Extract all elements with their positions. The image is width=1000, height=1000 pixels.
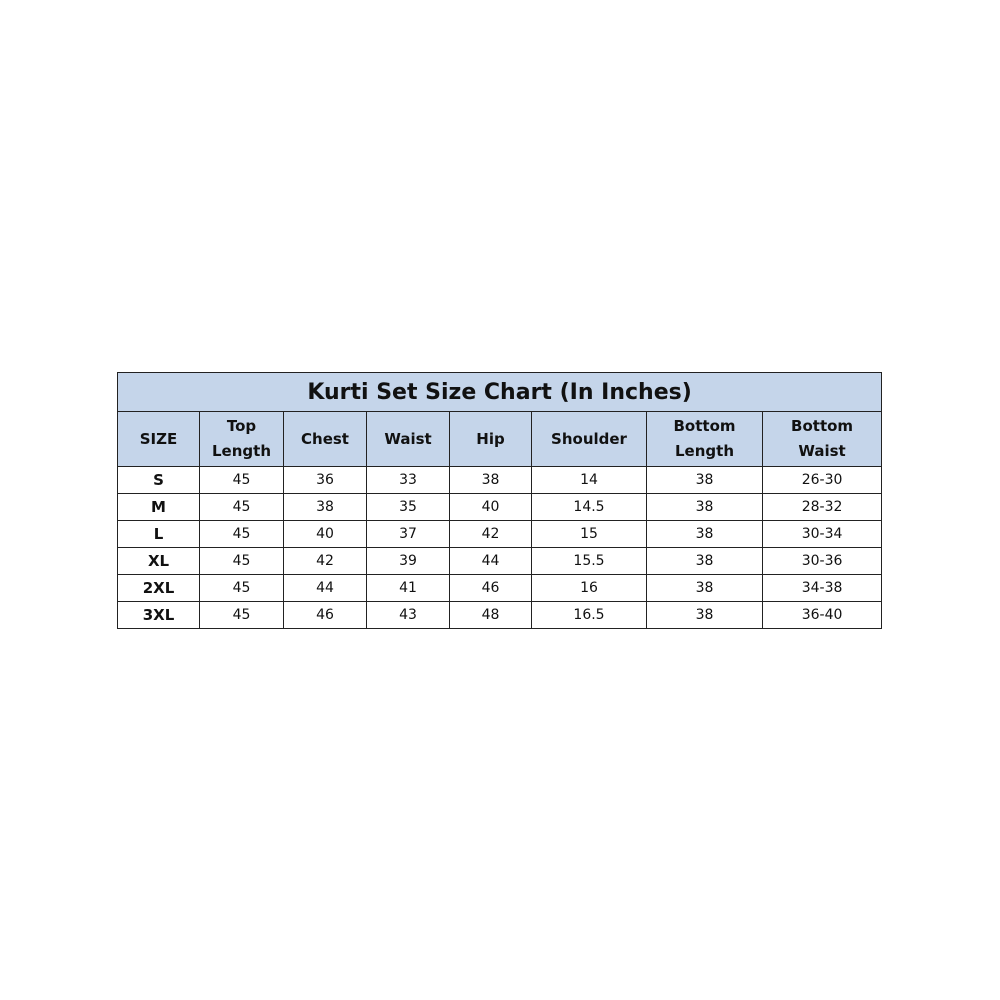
size-cell: XL	[117, 547, 200, 575]
table-cell: 36-40	[761, 601, 883, 629]
table-cell: 46	[449, 574, 532, 602]
table-cell: 36	[283, 466, 367, 494]
size-cell: S	[117, 466, 200, 494]
size-cell: 2XL	[117, 574, 200, 602]
size-cell: 3XL	[117, 601, 200, 629]
table-cell: 40	[283, 520, 367, 548]
table-cell: 28-32	[761, 493, 883, 521]
table-cell: 45	[199, 601, 284, 629]
table-cell: 44	[449, 547, 532, 575]
size-cell: M	[117, 493, 200, 521]
table-row: M 45 38 35 40 14.5 38 28-32	[117, 493, 883, 521]
table-cell: 26-30	[761, 466, 883, 494]
table-cell: 33	[366, 466, 450, 494]
table-cell: 45	[199, 466, 284, 494]
table-cell: 16	[531, 574, 647, 602]
table-cell: 46	[283, 601, 367, 629]
column-header: Waist	[366, 411, 450, 467]
table-cell: 40	[449, 493, 532, 521]
table-row: S 45 36 33 38 14 38 26-30	[117, 466, 883, 494]
table-cell: 14.5	[531, 493, 647, 521]
table-row: XL 45 42 39 44 15.5 38 30-36	[117, 547, 883, 575]
table-cell: 34-38	[761, 574, 883, 602]
table-cell: 37	[366, 520, 450, 548]
size-cell: L	[117, 520, 200, 548]
column-header: Bottom Waist	[761, 411, 883, 467]
column-header: SIZE	[117, 411, 200, 467]
table-cell: 35	[366, 493, 450, 521]
table-cell: 45	[199, 493, 284, 521]
table-cell: 38	[646, 574, 763, 602]
size-chart-table: Kurti Set Size Chart (In Inches) SIZE Top…	[116, 372, 883, 629]
table-row: 3XL 45 46 43 48 16.5 38 36-40	[117, 601, 883, 629]
table-row: L 45 40 37 42 15 38 30-34	[117, 520, 883, 548]
table-cell: 38	[646, 601, 763, 629]
table-cell: 38	[646, 466, 763, 494]
table-cell: 48	[449, 601, 532, 629]
table-cell: 38	[646, 520, 763, 548]
table-cell: 15.5	[531, 547, 647, 575]
table-cell: 45	[199, 574, 284, 602]
table-cell: 14	[531, 466, 647, 494]
table-cell: 30-36	[761, 547, 883, 575]
table-cell: 38	[646, 547, 763, 575]
table-row: 2XL 45 44 41 46 16 38 34-38	[117, 574, 883, 602]
table-cell: 45	[199, 547, 284, 575]
column-header: Bottom Length	[646, 411, 763, 467]
table-cell: 15	[531, 520, 647, 548]
header-row: SIZE Top Length Chest Waist Hip Shoulder Botto…	[117, 411, 883, 467]
table-cell: 38	[449, 466, 532, 494]
table-cell: 42	[283, 547, 367, 575]
table-cell: 42	[449, 520, 532, 548]
table-cell: 44	[283, 574, 367, 602]
table-cell: 30-34	[761, 520, 883, 548]
table-cell: 38	[283, 493, 367, 521]
table-cell: 38	[646, 493, 763, 521]
column-header: Hip	[449, 411, 532, 467]
column-header: Shoulder	[531, 411, 647, 467]
table-title: Kurti Set Size Chart (In Inches)	[116, 372, 883, 412]
table-cell: 45	[199, 520, 284, 548]
table-cell: 41	[366, 574, 450, 602]
table-cell: 39	[366, 547, 450, 575]
table-cell: 16.5	[531, 601, 647, 629]
column-header: Chest	[283, 411, 367, 467]
table-cell: 43	[366, 601, 450, 629]
column-header: Top Length	[199, 411, 284, 467]
